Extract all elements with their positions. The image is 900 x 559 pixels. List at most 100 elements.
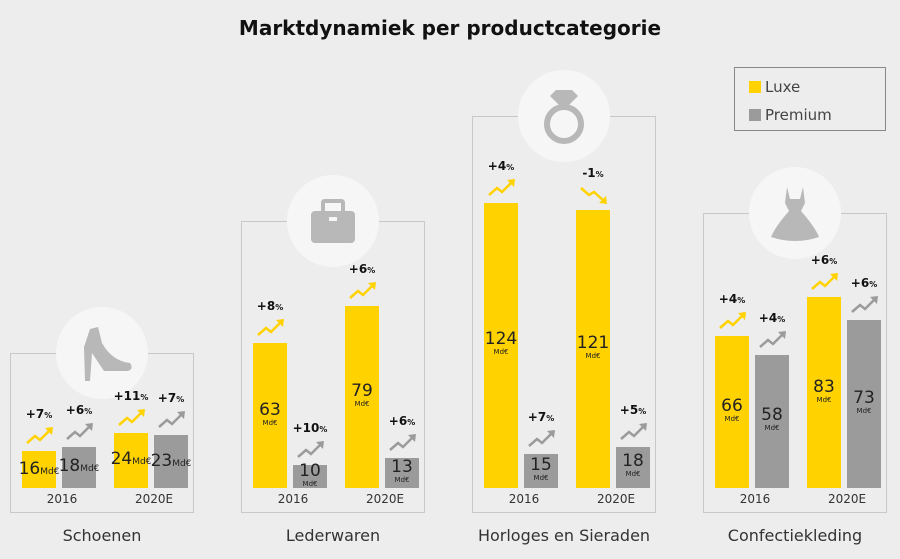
trend-up-arrow-icon <box>25 425 55 447</box>
growth-label: +4% <box>476 159 526 173</box>
dress-icon <box>771 187 819 241</box>
bar-luxe <box>576 209 610 488</box>
percent-sign: % <box>829 257 838 267</box>
trend-up-arrow-icon <box>527 428 557 450</box>
value-unit: Md€ <box>493 348 509 357</box>
value-label: 16Md€ <box>14 458 64 479</box>
percent-sign: % <box>367 266 376 276</box>
growth-value: +6 <box>348 262 368 277</box>
year-label: 2020E <box>827 492 867 506</box>
value-unit: Md€ <box>80 464 100 475</box>
value-label: 24Md€ <box>106 451 156 468</box>
growth-label: +4% <box>747 311 797 325</box>
growth-value: +4 <box>718 292 738 307</box>
value-number: 13 <box>391 457 413 478</box>
year-label: 2020E <box>596 492 636 506</box>
percent-sign: % <box>506 162 515 172</box>
bar-luxe <box>345 306 379 488</box>
percent-sign: % <box>546 413 555 423</box>
category-label: Schoenen <box>62 526 142 545</box>
growth-value: +11 <box>113 388 141 403</box>
value-unit: Md€ <box>172 458 192 469</box>
high-heel-shoe-circle <box>56 307 148 399</box>
value-number: 83 <box>813 376 835 397</box>
growth-label: +5% <box>608 403 658 417</box>
percent-sign: % <box>407 418 416 428</box>
value-unit: Md€ <box>533 473 549 482</box>
trend-up-arrow-icon <box>117 407 147 429</box>
percent-sign: % <box>595 169 604 179</box>
growth-value: +7 <box>25 407 45 422</box>
growth-label: +7% <box>146 391 196 405</box>
trend-up-arrow-icon <box>348 280 378 302</box>
value-unit: Md€ <box>302 479 318 488</box>
bar-premium <box>755 354 789 488</box>
year-label: 2020E <box>365 492 405 506</box>
growth-label: +7% <box>14 407 64 421</box>
value-label: 79 Md€ <box>337 383 387 409</box>
value-label: 63 Md€ <box>245 399 295 428</box>
category-label: Lederwaren <box>285 526 381 545</box>
dress-circle <box>749 167 841 259</box>
value-unit: Md€ <box>764 424 780 433</box>
bar-premium <box>847 320 881 488</box>
percent-sign: % <box>777 314 786 324</box>
diamond-ring-circle <box>518 70 610 162</box>
trend-down-arrow-icon <box>579 184 609 206</box>
diamond-ring-icon <box>544 90 584 144</box>
chart-title: Marktdynamiek per productcategorie <box>238 16 662 40</box>
trend-up-arrow-icon <box>65 421 95 443</box>
value-number: 66 <box>721 396 743 417</box>
value-number: 79 <box>351 381 373 402</box>
legend-item-luxe: Luxe <box>749 78 800 96</box>
value-unit: Md€ <box>585 351 601 360</box>
value-label: 10 Md€ <box>285 462 335 489</box>
trend-up-arrow-icon <box>388 432 418 454</box>
value-number: 16 <box>18 458 41 479</box>
bar-premium <box>616 446 650 488</box>
value-label: 13 Md€ <box>377 459 427 485</box>
percent-sign: % <box>869 280 878 290</box>
growth-value: +5 <box>619 402 639 417</box>
growth-value: +8 <box>256 299 276 314</box>
growth-label: +6% <box>799 253 849 267</box>
value-unit: Md€ <box>625 470 641 479</box>
legend: Luxe Premium <box>734 67 886 131</box>
growth-label: +6% <box>337 262 387 276</box>
value-unit: Md€ <box>354 400 370 409</box>
value-number: 23 <box>150 450 173 471</box>
value-number: 18 <box>622 451 644 472</box>
year-label: 2016 <box>508 492 540 506</box>
percent-sign: % <box>319 425 328 434</box>
year-label: 2016 <box>277 492 309 506</box>
value-unit: Md€ <box>262 418 278 427</box>
value-number: 58 <box>761 405 783 426</box>
legend-item-premium: Premium <box>749 106 832 124</box>
growth-value: -1 <box>582 165 596 180</box>
bar-premium <box>293 465 327 488</box>
legend-swatch-luxe <box>749 81 761 93</box>
bar-luxe <box>22 451 56 488</box>
bar-premium <box>154 435 188 488</box>
value-number: 15 <box>530 454 552 475</box>
trend-up-arrow-icon <box>850 294 880 316</box>
percent-sign: % <box>84 406 93 416</box>
year-label: 2016 <box>739 492 771 506</box>
value-unit: Md€ <box>856 407 872 416</box>
percent-sign: % <box>176 395 185 405</box>
value-number: 63 <box>259 399 281 420</box>
year-label: 2020E <box>134 492 174 506</box>
percent-sign: % <box>275 303 284 313</box>
value-number: 124 <box>484 329 518 350</box>
growth-label: +8% <box>245 299 295 313</box>
growth-value: +6 <box>850 276 870 291</box>
trend-up-arrow-icon <box>296 439 326 461</box>
value-number: 18 <box>58 456 81 477</box>
growth-value: +6 <box>65 402 85 417</box>
value-unit: Md€ <box>40 466 60 477</box>
high-heel-shoe-icon <box>84 327 132 381</box>
growth-value: +10 <box>292 421 320 435</box>
growth-label: +4% <box>707 292 757 306</box>
